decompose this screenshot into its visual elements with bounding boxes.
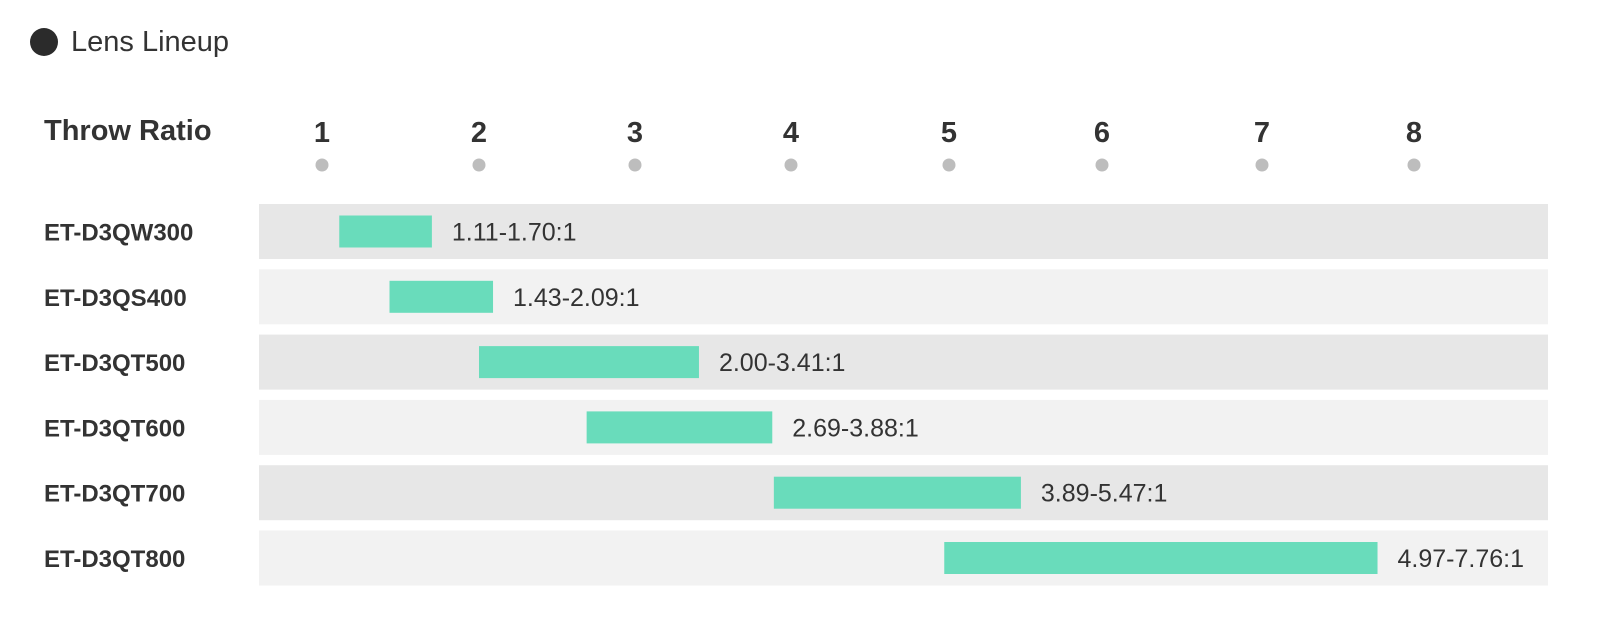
x-tick-dot: [472, 158, 486, 172]
x-axis-title: Throw Ratio: [44, 115, 212, 147]
legend-marker-dot: [30, 28, 58, 56]
x-tick-label: 2: [471, 117, 487, 149]
category-label: ET-D3QT500: [44, 350, 185, 377]
data-label: 4.97-7.76:1: [1398, 545, 1525, 573]
x-tick-label: 1: [314, 117, 330, 149]
x-tick-label: 3: [627, 117, 643, 149]
x-tick-dot: [628, 158, 642, 172]
range-bar: [586, 411, 773, 444]
data-label: 3.89-5.47:1: [1041, 480, 1168, 508]
category-label: ET-D3QW300: [44, 220, 193, 247]
x-tick-dot: [942, 158, 956, 172]
x-tick-label: 5: [941, 117, 957, 149]
data-label: 1.11-1.70:1: [452, 219, 577, 247]
x-tick-label: 7: [1254, 117, 1270, 149]
x-tick-dot: [1407, 158, 1421, 172]
x-tick-dot: [1095, 158, 1109, 172]
row-background: [259, 204, 1548, 259]
x-tick-label: 4: [783, 117, 799, 149]
category-label: ET-D3QS400: [44, 285, 187, 312]
x-tick-dot: [1255, 158, 1269, 172]
range-bar: [479, 346, 699, 379]
data-label: 2.69-3.88:1: [792, 414, 919, 442]
range-bar: [944, 542, 1378, 574]
row-background: [259, 334, 1548, 390]
x-tick-dot: [315, 158, 329, 172]
range-bar: [389, 280, 494, 313]
category-label: ET-D3QT800: [44, 546, 185, 573]
legend-label: Lens Lineup: [71, 25, 230, 58]
x-tick-label: 8: [1406, 117, 1422, 149]
range-bar: [339, 215, 432, 248]
row-background: [259, 399, 1548, 455]
chart-legend: Lens Lineup: [30, 24, 229, 60]
range-bar: [773, 476, 1021, 509]
category-label: ET-D3QT700: [44, 481, 185, 508]
category-label: ET-D3QT600: [44, 415, 185, 442]
x-tick-label: 6: [1094, 117, 1110, 149]
x-tick-dot: [784, 158, 798, 172]
data-label: 1.43-2.09:1: [513, 284, 640, 312]
data-label: 2.00-3.41:1: [719, 349, 846, 377]
